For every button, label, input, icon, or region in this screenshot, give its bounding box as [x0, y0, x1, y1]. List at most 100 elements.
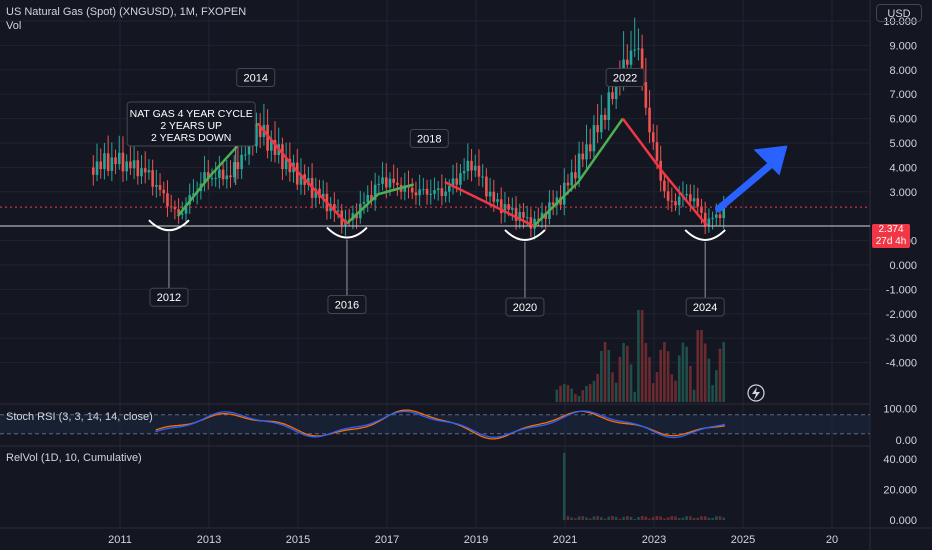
candle-body: [333, 204, 336, 211]
candle-body: [92, 167, 95, 175]
price-tick-label: 4.000: [889, 162, 917, 174]
relvol-bar: [585, 517, 588, 520]
relvol-bar: [707, 517, 711, 520]
candle-body: [588, 144, 592, 152]
volume-bar: [644, 343, 648, 402]
relvol-bar: [600, 517, 603, 520]
relvol-bar: [588, 518, 592, 520]
relvol-bar: [633, 518, 637, 520]
volume-bars: [555, 310, 726, 402]
candle-body: [106, 153, 110, 171]
candle-body: [466, 160, 470, 172]
candle-body: [392, 178, 395, 183]
relvol-bar: [626, 516, 629, 520]
candle-body: [503, 204, 507, 214]
volume-bar: [607, 350, 611, 402]
relvol-bar: [611, 516, 614, 520]
year-label-box: [327, 295, 367, 315]
candle-body: [166, 193, 169, 207]
candle-body: [255, 126, 258, 147]
volume-bar: [648, 357, 651, 402]
volume-bar: [559, 385, 562, 402]
price-tick-label: 6.000: [889, 114, 917, 126]
candle-body: [666, 191, 670, 201]
cycle-down-line: [621, 117, 709, 227]
relvol-bar: [570, 517, 573, 520]
candle-body: [626, 59, 629, 65]
currency-button[interactable]: USD: [876, 4, 922, 22]
candle-body: [429, 193, 433, 195]
candle-body: [722, 203, 726, 219]
volume-bar: [637, 310, 640, 402]
volume-bar: [718, 348, 722, 402]
candle-body: [203, 172, 206, 184]
candle-body: [596, 125, 599, 133]
cycle-bottom-arc: [684, 229, 726, 241]
candle-body: [592, 125, 596, 152]
candle-body: [221, 169, 225, 180]
price-tick-label: 8.000: [889, 65, 917, 77]
candle-body: [648, 107, 651, 133]
candle-body: [273, 139, 277, 155]
candle-body: [674, 201, 677, 206]
candle-body: [485, 176, 488, 197]
cycle-bottom-arc: [148, 219, 190, 232]
candle-body: [629, 50, 633, 65]
candle-body: [140, 168, 143, 177]
candle-body: [281, 144, 284, 170]
candle-body: [685, 194, 688, 196]
year-label: 2018: [417, 133, 441, 145]
relvol-bar: [670, 516, 674, 520]
relvol-bar: [562, 453, 566, 520]
cycle-note-line: 2 YEARS DOWN: [151, 132, 231, 144]
candle-body: [155, 185, 158, 187]
candle-body: [555, 197, 559, 206]
candle-body: [574, 172, 577, 179]
relvol-bar: [574, 518, 577, 520]
candle-body: [477, 165, 481, 177]
stoch-rsi-pane: Stoch RSI (3, 3, 14, 14, close): [0, 409, 870, 440]
price-tick-label: 7.000: [889, 89, 917, 101]
volume-bar: [614, 382, 618, 402]
relvol-bar: [681, 517, 685, 520]
relvol-bar: [622, 516, 625, 520]
candle-body: [700, 206, 703, 213]
volume-bar: [588, 384, 592, 402]
volume-bar: [700, 330, 703, 402]
candle-body: [718, 214, 722, 219]
volume-bar: [670, 374, 674, 402]
volume-bar: [626, 345, 629, 402]
candle-body: [562, 182, 566, 205]
candle-body: [158, 185, 162, 190]
lightning-icon: [747, 384, 765, 402]
volume-label: Vol: [6, 20, 22, 32]
candle-body: [110, 157, 114, 171]
relvol-tick-label: 20.000: [883, 484, 917, 496]
candle-body: [214, 177, 217, 179]
year-label: 2012: [157, 292, 181, 304]
candle-body: [633, 49, 637, 51]
candle-body: [147, 170, 151, 173]
price-tick-label: -1.000: [886, 284, 917, 296]
volume-bar: [600, 350, 603, 402]
volume-bar: [674, 380, 677, 402]
volume-bar: [622, 343, 625, 402]
volume-bar: [711, 385, 714, 402]
year-markers: 2012 2014 2016 2018 2020 2022 2024 NAT GAS 4 YE…: [126, 67, 726, 317]
relvol-bar: [629, 516, 633, 520]
volume-bar: [603, 342, 607, 402]
candle-body: [377, 183, 381, 185]
relvol-bar: [674, 516, 677, 520]
candle-body: [655, 142, 659, 161]
candle-body: [418, 189, 421, 196]
candle-body: [514, 208, 518, 221]
candle-body: [103, 153, 106, 170]
cycle-note-line: 2 YEARS UP: [160, 120, 222, 132]
candle-body: [522, 211, 525, 218]
cycle-bottom-arc: [326, 226, 368, 239]
cycle-down-line: [256, 122, 348, 225]
candle-body: [240, 154, 243, 170]
relvol-bar: [722, 517, 726, 520]
year-label: 2024: [693, 302, 717, 314]
